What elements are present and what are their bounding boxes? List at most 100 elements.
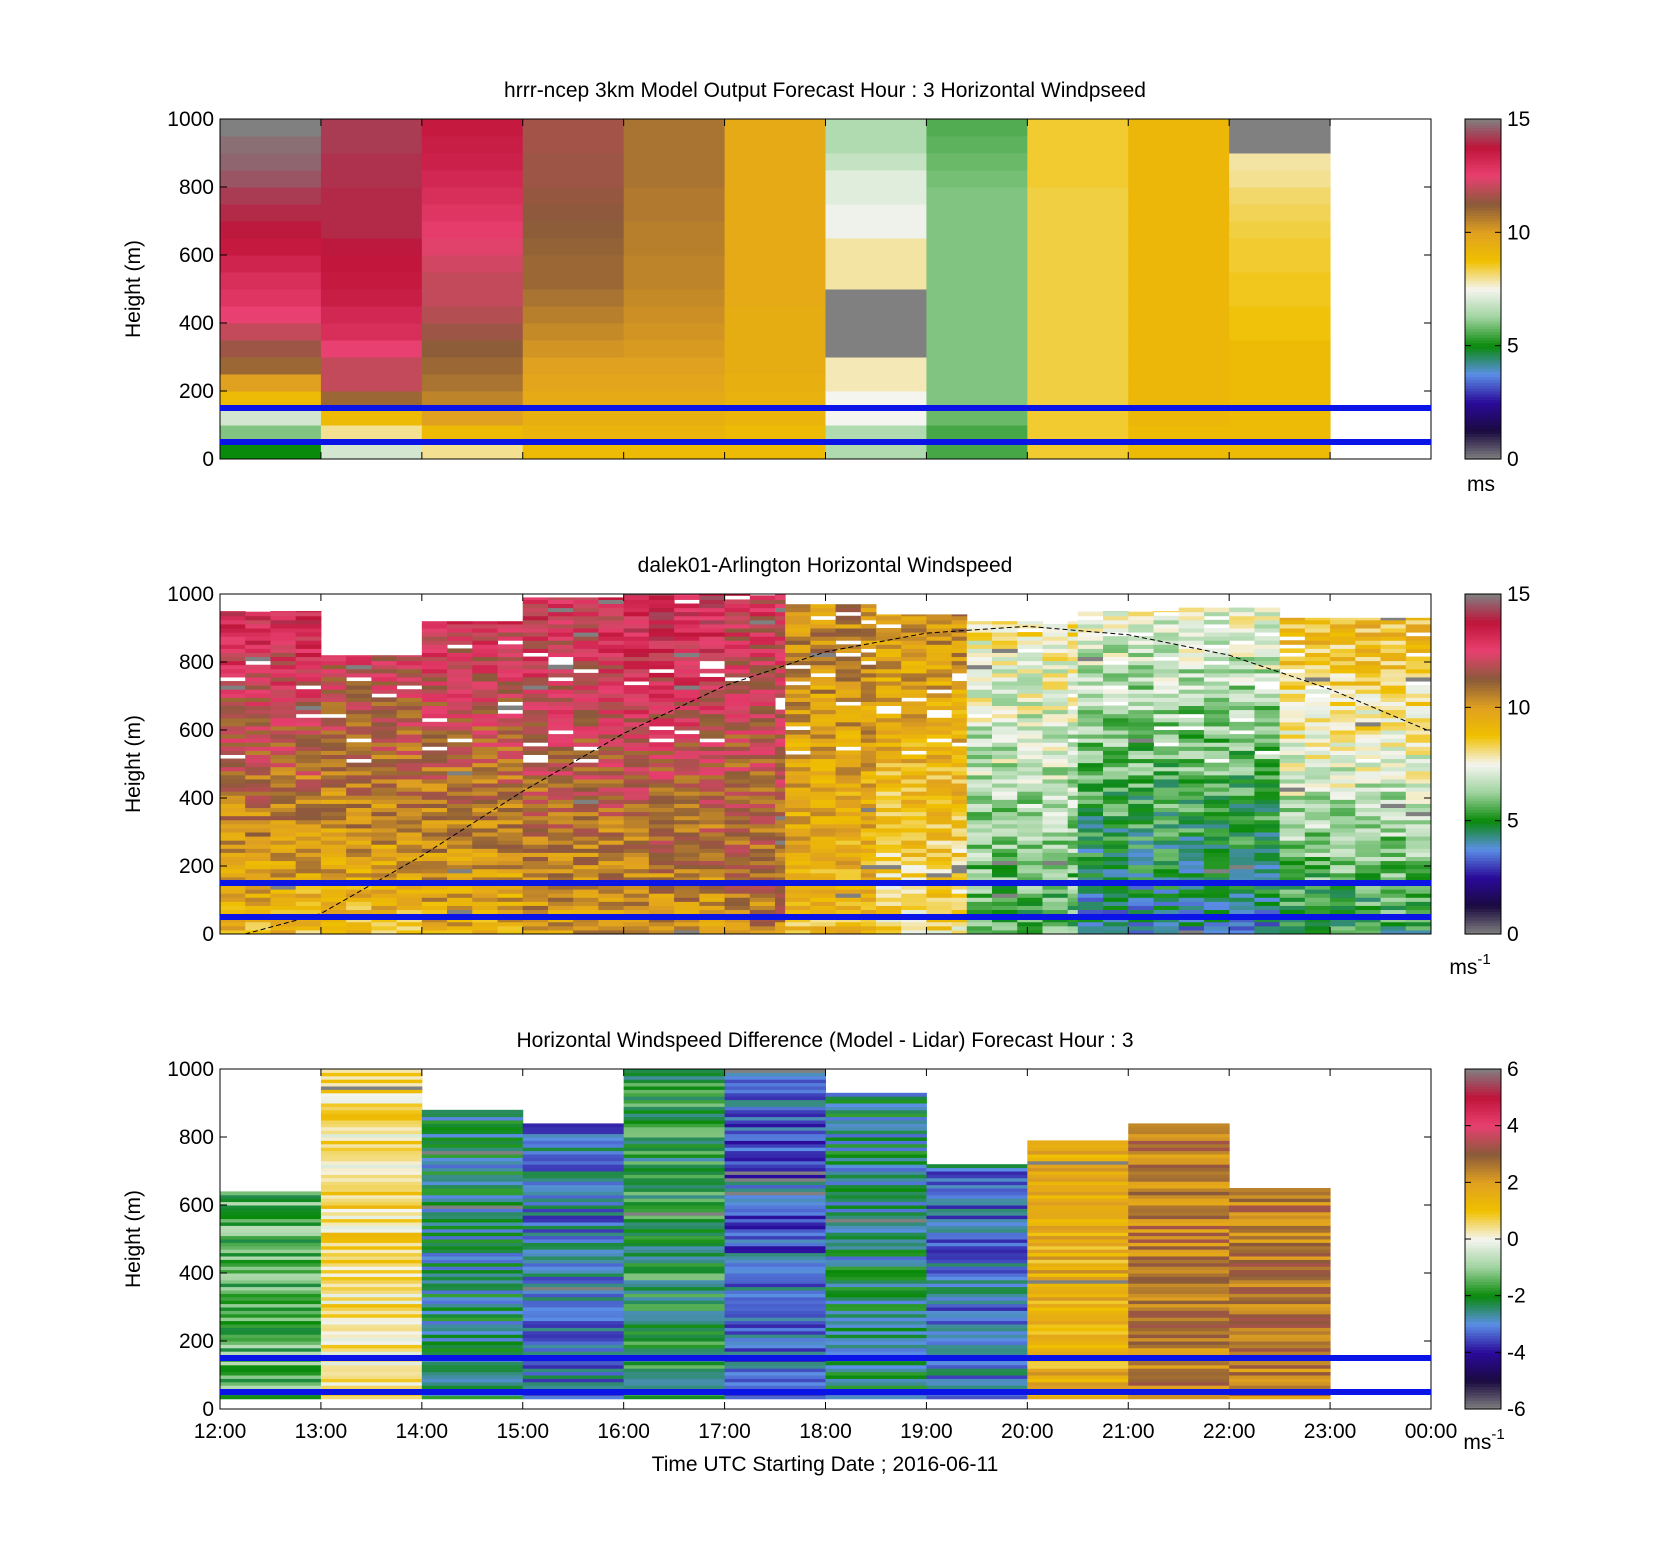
heatmap-cell (1254, 676, 1281, 682)
heatmap-cell (421, 1381, 524, 1386)
heatmap-cell (810, 742, 837, 747)
heatmap-cell (966, 807, 993, 813)
heatmap-cell (724, 1126, 826, 1131)
heatmap-cell (295, 872, 322, 878)
heatmap-cell (875, 827, 902, 833)
heatmap-cell (623, 885, 650, 890)
heatmap-cell (1380, 925, 1407, 931)
heatmap-cell (648, 705, 675, 711)
heatmap-cell (648, 905, 675, 911)
heatmap-cell (1178, 619, 1205, 625)
heatmap-cell (966, 803, 993, 809)
heatmap-cell (1128, 754, 1154, 760)
heatmap-cell (623, 1191, 726, 1196)
heatmap-cell (573, 909, 599, 915)
heatmap-cell (1067, 872, 1079, 878)
heatmap-cell (901, 893, 927, 898)
heatmap-cell (623, 1211, 726, 1216)
heatmap-cell (573, 623, 599, 629)
heatmap-cell (421, 840, 448, 845)
heatmap-cell (396, 681, 423, 686)
heatmap-cell (396, 856, 423, 862)
heatmap-cell (1279, 901, 1306, 906)
heatmap-cell (1380, 636, 1407, 641)
heatmap-cell (1330, 730, 1356, 735)
heatmap-cell (724, 770, 751, 776)
heatmap-cell (926, 836, 953, 841)
heatmap-cell (245, 697, 271, 702)
heatmap-cell (623, 705, 650, 711)
heatmap-cell (270, 827, 297, 833)
heatmap-cell (810, 897, 837, 902)
heatmap-cell (835, 758, 862, 764)
heatmap-cell (1330, 709, 1356, 715)
heatmap-cell (724, 1208, 826, 1213)
heatmap-cell (497, 676, 524, 682)
heatmap-cell (220, 668, 246, 674)
heatmap-cell (1380, 795, 1407, 800)
heatmap-cell (860, 750, 877, 755)
heatmap-cell (522, 889, 549, 894)
heatmap-cell (245, 664, 271, 670)
heatmap-cell (749, 750, 776, 755)
heatmap-cell (320, 660, 347, 666)
heatmap-cell (901, 860, 927, 866)
heatmap-cell (785, 709, 811, 715)
heatmap-cell (598, 746, 625, 751)
heatmap-cell (648, 693, 675, 698)
heatmap-cell (1042, 929, 1069, 934)
heatmap-cell (1405, 644, 1431, 649)
heatmap-cell (421, 1133, 524, 1138)
heatmap-cell (724, 1079, 826, 1084)
heatmap-cell (371, 840, 398, 845)
heatmap-cell (1203, 909, 1230, 915)
heatmap-cell (472, 897, 499, 902)
heatmap-cell (295, 823, 322, 829)
heatmap-cell (295, 787, 322, 792)
heatmap-cell (775, 713, 786, 719)
colorbar-segment (1465, 155, 1501, 160)
heatmap-cell (245, 619, 271, 625)
heatmap-cell (320, 323, 423, 341)
heatmap-cell (1405, 778, 1431, 784)
heatmap-cell (875, 632, 902, 637)
heatmap-cell (245, 770, 271, 776)
heatmap-cell (775, 738, 786, 743)
heatmap-cell (220, 664, 246, 670)
heatmap-cell (875, 836, 902, 841)
heatmap-cell (775, 864, 786, 870)
heatmap-cell (1405, 885, 1431, 890)
heatmap-cell (1077, 742, 1104, 747)
heatmap-cell (901, 676, 927, 682)
heatmap-cell (1405, 774, 1431, 780)
heatmap-cell (522, 787, 549, 792)
heatmap-cell (724, 1239, 826, 1243)
heatmap-cell (966, 758, 993, 764)
heatmap-cell (1330, 787, 1356, 792)
heatmap-cell (1067, 921, 1079, 927)
heatmap-cell (810, 905, 837, 911)
colorbar-segment (1465, 235, 1501, 239)
heatmap-cell (860, 607, 877, 613)
heatmap-cell (1067, 807, 1079, 813)
heatmap-cell (825, 1381, 927, 1386)
heatmap-cell (1355, 811, 1382, 817)
heatmap-cell (875, 615, 902, 621)
heatmap-cell (623, 1072, 726, 1077)
heatmap-cell (547, 636, 574, 641)
heatmap-cell (421, 1109, 524, 1114)
heatmap-cell (785, 758, 811, 764)
heatmap-cell (320, 819, 347, 825)
heatmap-cell (1077, 925, 1104, 931)
heatmap-cell (966, 925, 993, 931)
heatmap-cell (1153, 693, 1180, 698)
heatmap-cell (875, 893, 902, 898)
heatmap-cell (749, 738, 776, 743)
heatmap-cell (220, 656, 246, 662)
heatmap-cell (724, 170, 826, 188)
heatmap-cell (1203, 754, 1230, 760)
heatmap-cell (1128, 925, 1154, 931)
heatmap-cell (860, 623, 877, 629)
heatmap-cell (295, 856, 322, 862)
heatmap-cell (346, 864, 372, 870)
